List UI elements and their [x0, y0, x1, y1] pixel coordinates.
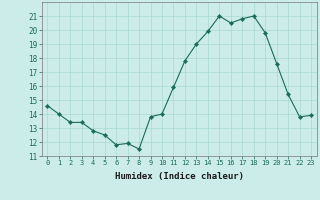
- X-axis label: Humidex (Indice chaleur): Humidex (Indice chaleur): [115, 172, 244, 181]
